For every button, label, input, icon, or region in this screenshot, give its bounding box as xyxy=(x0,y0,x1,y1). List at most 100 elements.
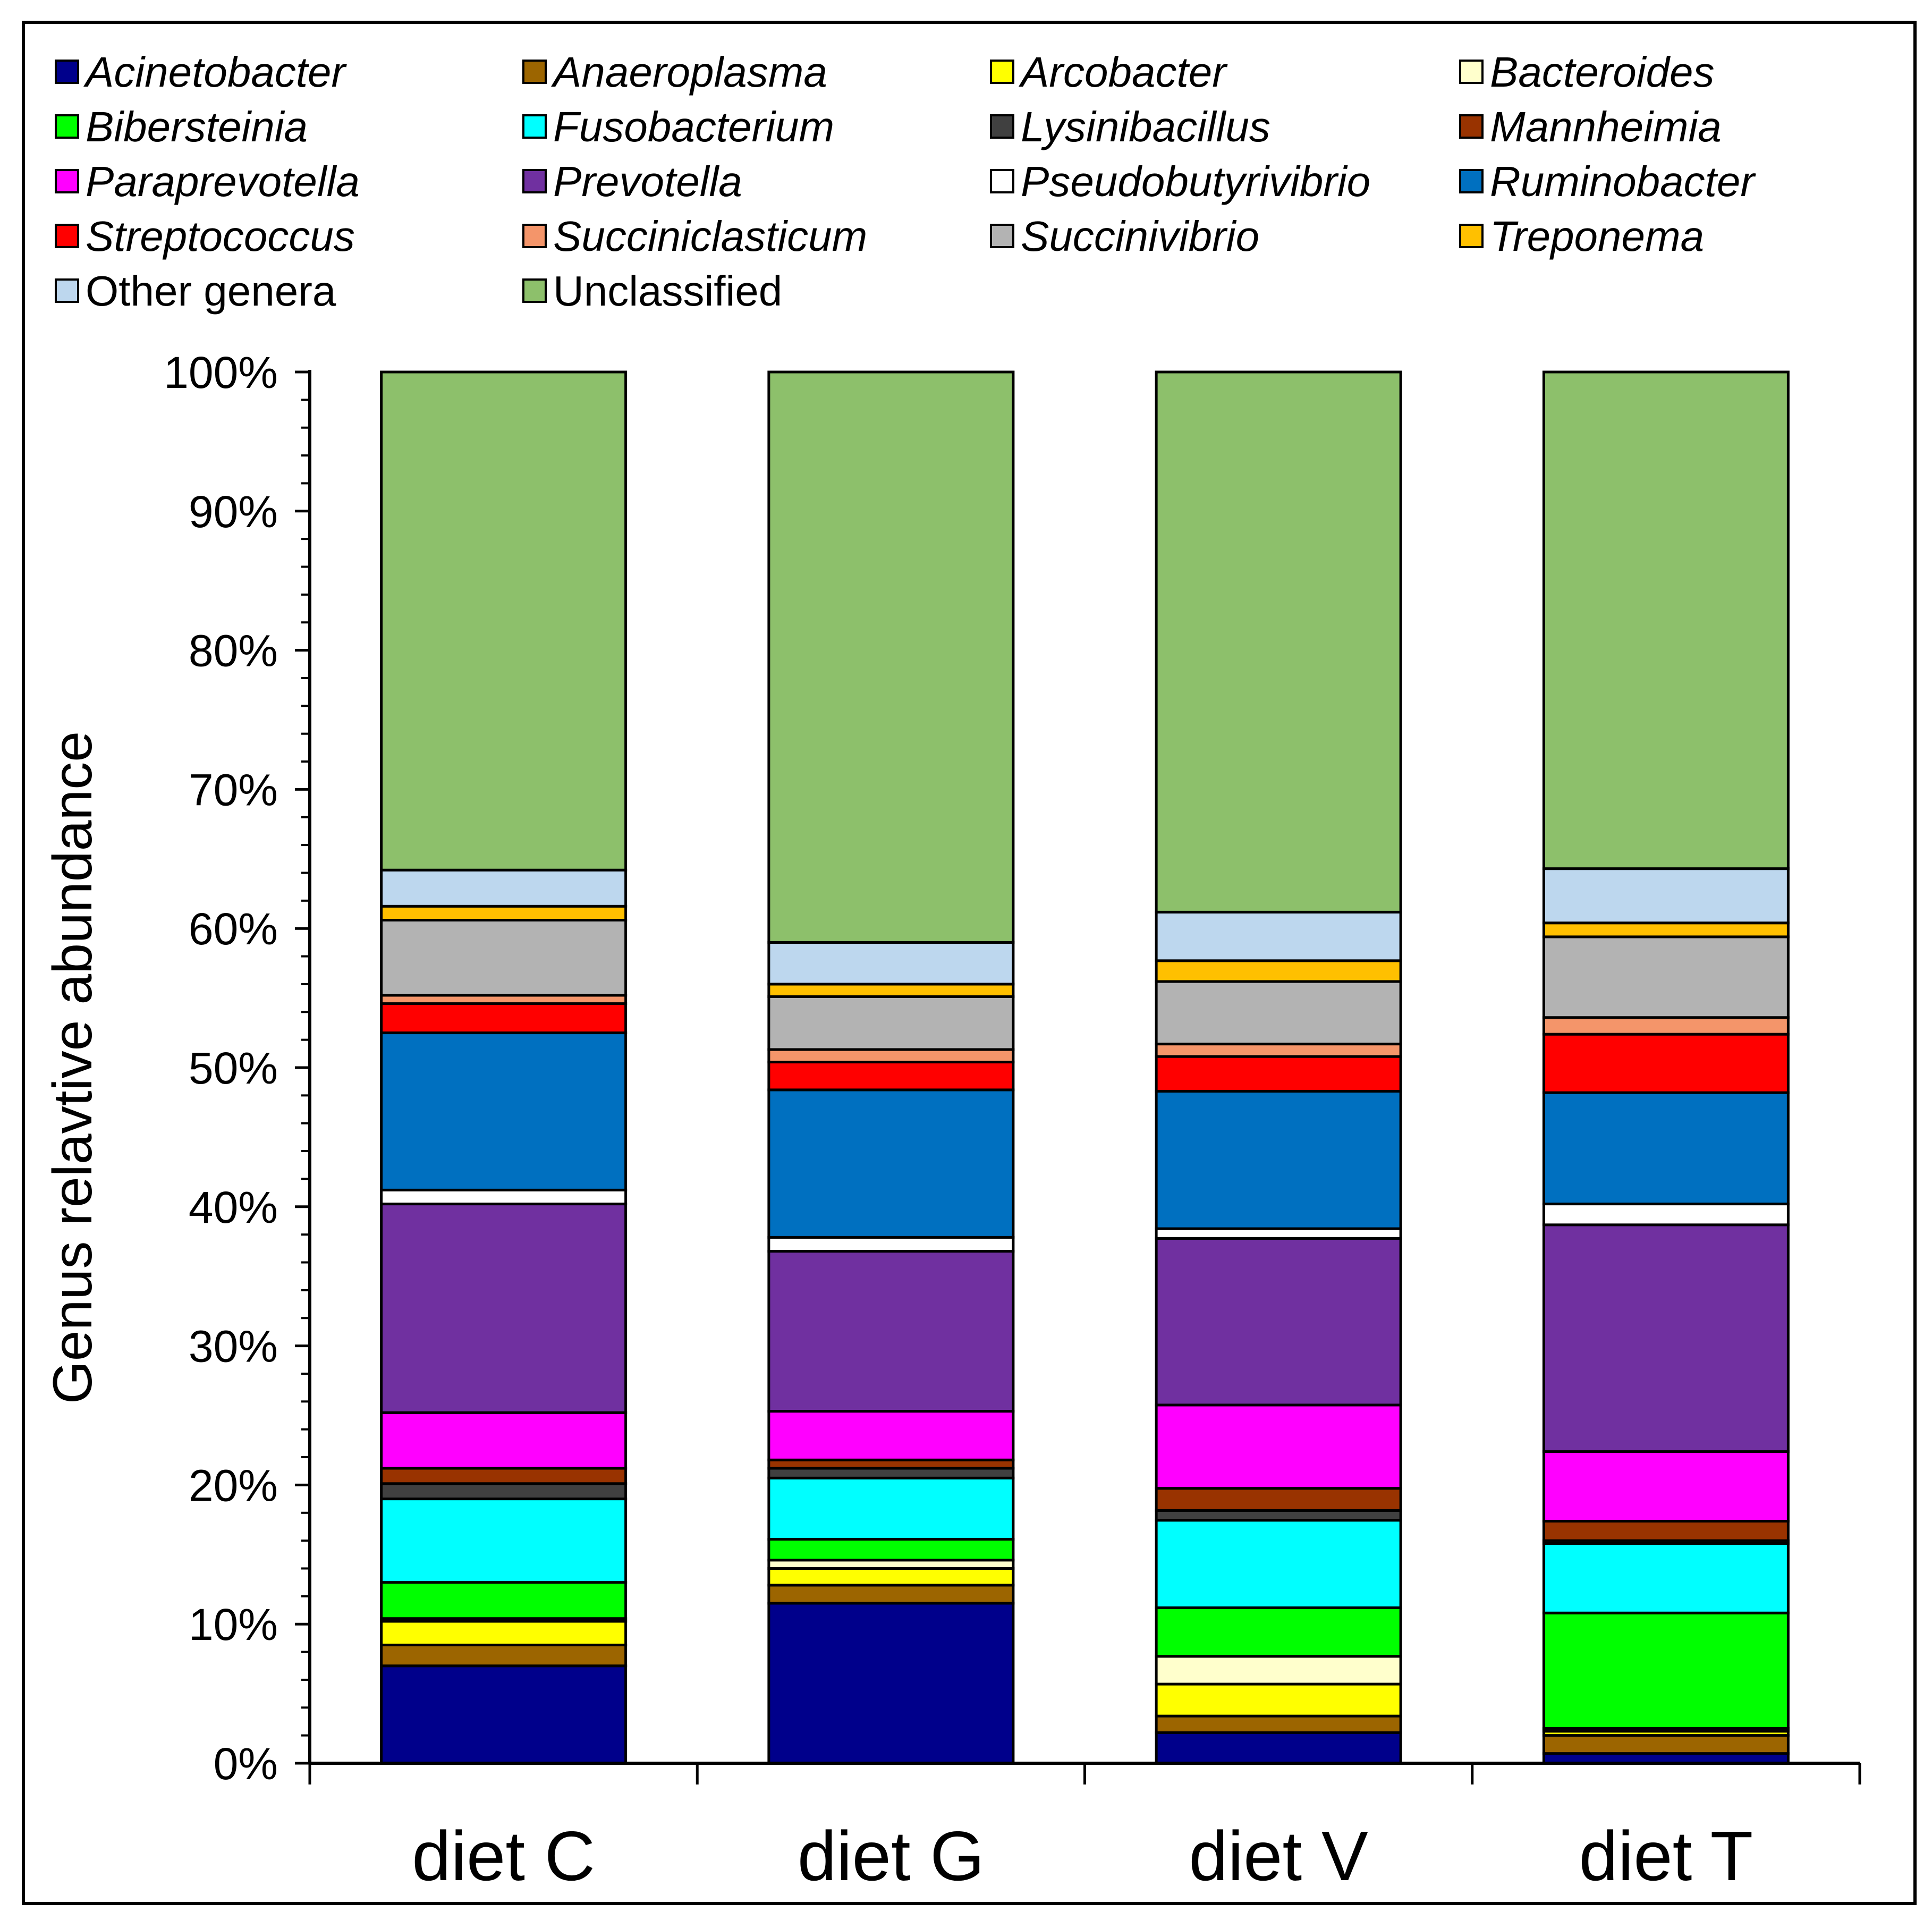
legend-swatch xyxy=(522,60,547,84)
y-tick-label: 60% xyxy=(189,904,278,954)
bar-segment-unclassified xyxy=(1542,370,1790,870)
x-tick-label-diet-c: diet C xyxy=(412,1817,595,1895)
bar-stack-diet-g xyxy=(767,370,1015,1765)
bar-segment-anaeroplasma xyxy=(380,1643,628,1668)
bar-segment-succinivibrio xyxy=(1542,935,1790,1019)
y-axis-title: Genus relavtive abundance xyxy=(42,731,104,1404)
legend-item-anaeroplasma: Anaeroplasma xyxy=(522,48,827,96)
x-tick-label-diet-v: diet V xyxy=(1189,1817,1368,1895)
bar-segment-succinivibrio xyxy=(1155,980,1402,1046)
legend-label: Prevotella xyxy=(553,158,742,205)
legend-label: Bacteroides xyxy=(1490,48,1714,96)
legend-swatch xyxy=(55,278,79,303)
legend-swatch xyxy=(55,169,79,193)
legend-label: Ruminobacter xyxy=(1490,158,1756,205)
bar-segment-acinetobacter xyxy=(380,1664,628,1765)
bar-segment-anaeroplasma xyxy=(1155,1714,1402,1735)
legend-label: Pseudobutyrivibrio xyxy=(1021,158,1370,205)
legend-swatch xyxy=(522,169,547,193)
legend-label: Succinivibrio xyxy=(1021,213,1259,260)
y-tick-label: 100% xyxy=(164,348,278,397)
bar-segment-pseudobutyrivibrio xyxy=(767,1236,1015,1253)
bar-stack-diet-v xyxy=(1155,370,1402,1765)
bar-segment-ruminobacter xyxy=(380,1031,628,1191)
bar-segment-paraprevotella xyxy=(1155,1403,1402,1490)
legend-item-fusobacterium: Fusobacterium xyxy=(522,103,834,150)
legend-item-pseudobutyrivibrio: Pseudobutyrivibrio xyxy=(990,158,1370,205)
bar-segment-succinivibrio xyxy=(380,918,628,997)
legend-swatch xyxy=(990,60,1014,84)
bar-segment-treponema xyxy=(767,983,1015,998)
y-tick-label: 40% xyxy=(189,1182,278,1232)
legend-item-ruminobacter: Ruminobacter xyxy=(1459,158,1756,205)
bar-segment-ruminobacter xyxy=(1155,1089,1402,1230)
y-tick-label: 20% xyxy=(189,1460,278,1510)
bar-segment-mannheimia xyxy=(380,1467,628,1485)
bar-segment-bibersteinia xyxy=(1542,1611,1790,1730)
legend-swatch xyxy=(55,224,79,248)
bar-segment-other-genera xyxy=(380,868,628,908)
bar-segment-succiniclasticum xyxy=(1542,1016,1790,1036)
bar-segment-streptococcus xyxy=(1155,1055,1402,1093)
legend-item-other-genera: Other genera xyxy=(55,267,336,315)
bars-group xyxy=(380,370,1790,1765)
bar-segment-lysinibacillus xyxy=(1155,1509,1402,1522)
bar-segment-pseudobutyrivibrio xyxy=(1542,1203,1790,1227)
legend-item-succiniclasticum: Succiniclasticum xyxy=(522,213,867,260)
bar-segment-bibersteinia xyxy=(380,1581,628,1620)
bar-segment-fusobacterium xyxy=(1155,1519,1402,1609)
legend-swatch xyxy=(1459,169,1484,193)
legend-item-streptococcus: Streptococcus xyxy=(55,213,355,260)
legend-item-lysinibacillus: Lysinibacillus xyxy=(990,103,1270,150)
x-tick-label-diet-g: diet G xyxy=(798,1817,985,1895)
bar-segment-anaeroplasma xyxy=(767,1584,1015,1605)
bar-segment-fusobacterium xyxy=(1542,1542,1790,1614)
bar-segment-treponema xyxy=(380,904,628,921)
bar-segment-lysinibacillus xyxy=(767,1467,1015,1479)
bar-segment-anaeroplasma xyxy=(1542,1734,1790,1755)
bar-segment-arcobacter xyxy=(767,1567,1015,1587)
legend-label: Paraprevotella xyxy=(86,158,360,205)
bar-segment-streptococcus xyxy=(380,1002,628,1035)
legend-label: Unclassified xyxy=(553,267,782,315)
bar-segment-pseudobutyrivibrio xyxy=(380,1188,628,1206)
legend-swatch xyxy=(990,169,1014,193)
bar-segment-mannheimia xyxy=(1542,1519,1790,1542)
bar-segment-pseudobutyrivibrio xyxy=(1155,1227,1402,1240)
bar-segment-paraprevotella xyxy=(1542,1450,1790,1523)
y-tick-label: 50% xyxy=(189,1043,278,1093)
bar-segment-arcobacter xyxy=(380,1620,628,1646)
y-tick-label: 70% xyxy=(189,765,278,815)
bar-segment-streptococcus xyxy=(767,1061,1015,1092)
legend-swatch xyxy=(1459,224,1484,248)
bar-segment-bibersteinia xyxy=(1155,1606,1402,1658)
bar-segment-mannheimia xyxy=(1155,1487,1402,1512)
bar-stack-diet-t xyxy=(1542,370,1790,1765)
bar-segment-ruminobacter xyxy=(1542,1091,1790,1206)
bar-segment-unclassified xyxy=(380,370,628,872)
bar-segment-other-genera xyxy=(1155,910,1402,962)
legend: Acinetobacter Anaeroplasma Arcobacter Bacte… xyxy=(55,48,1756,315)
y-tick-label: 30% xyxy=(189,1322,278,1372)
legend-item-mannheimia: Mannheimia xyxy=(1459,103,1722,150)
bar-segment-prevotella xyxy=(1155,1237,1402,1407)
bar-segment-bibersteinia xyxy=(767,1538,1015,1562)
legend-swatch xyxy=(1459,114,1484,139)
legend-label: Bibersteinia xyxy=(86,103,308,150)
legend-label: Acinetobacter xyxy=(83,48,348,96)
bar-segment-bacteroides xyxy=(1155,1655,1402,1686)
bar-segment-ruminobacter xyxy=(767,1088,1015,1239)
y-tick-label: 90% xyxy=(189,487,278,537)
legend-item-acinetobacter: Acinetobacter xyxy=(55,48,348,96)
y-tick-label: 80% xyxy=(189,626,278,676)
bar-segment-succiniclasticum xyxy=(1155,1043,1402,1058)
legend-item-paraprevotella: Paraprevotella xyxy=(55,158,360,205)
legend-label: Lysinibacillus xyxy=(1021,103,1270,150)
bar-segment-treponema xyxy=(1542,921,1790,938)
legend-swatch xyxy=(522,114,547,139)
bar-segment-prevotella xyxy=(767,1250,1015,1413)
bar-segment-arcobacter xyxy=(1155,1682,1402,1718)
legend-label: Succiniclasticum xyxy=(553,213,867,260)
bar-segment-acinetobacter xyxy=(767,1602,1015,1765)
